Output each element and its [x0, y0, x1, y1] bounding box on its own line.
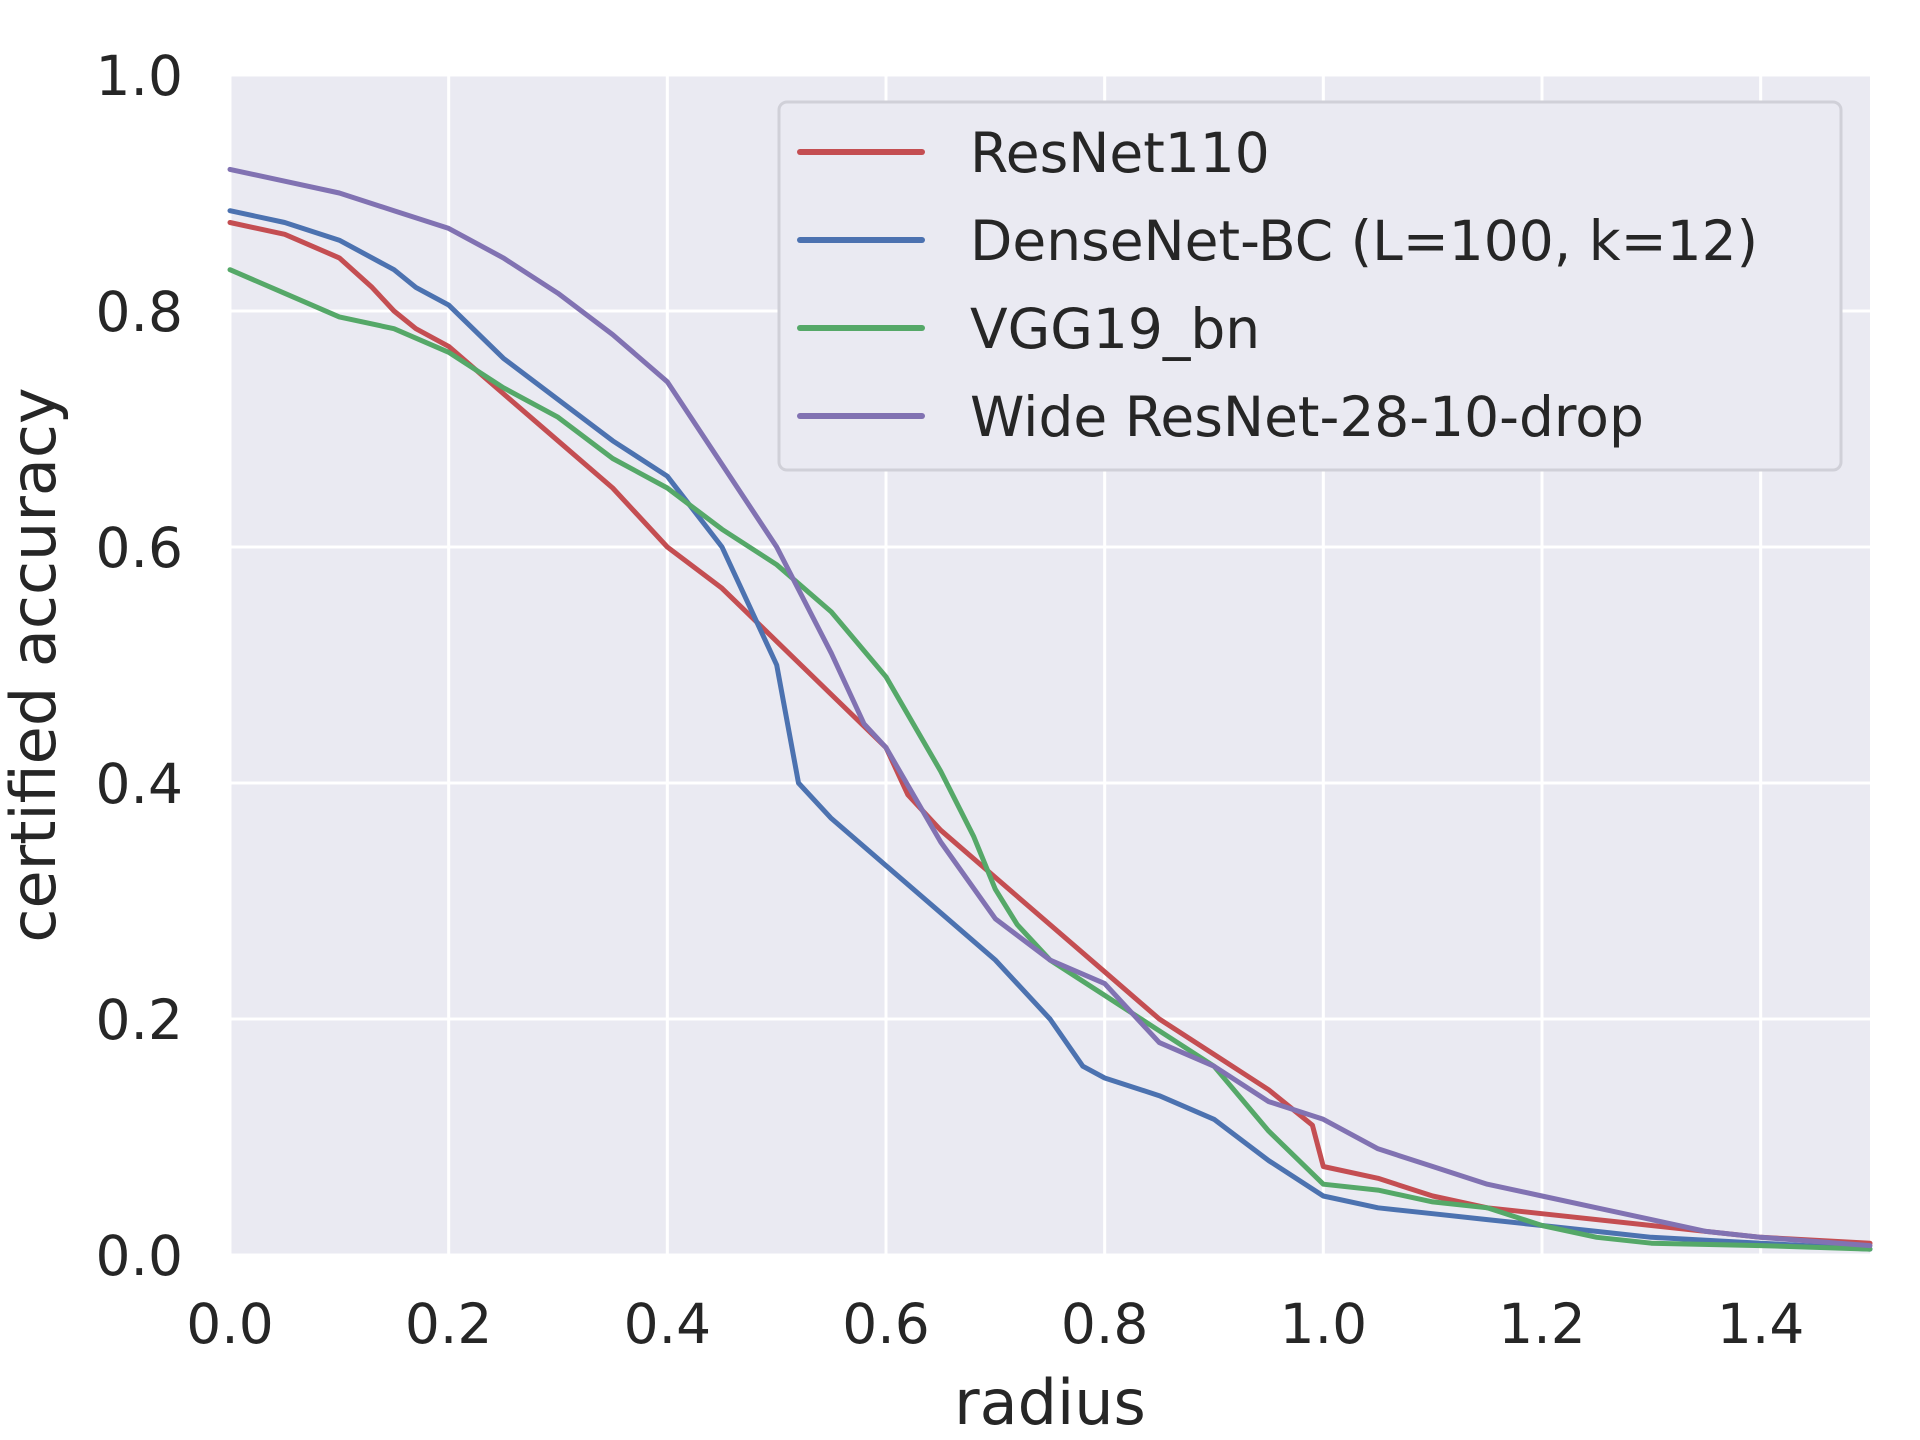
x-tick-label: 0.6	[842, 1292, 929, 1356]
y-tick-label: 0.0	[96, 1224, 183, 1288]
legend: ResNet110 DenseNet-BC (L=100, k=12) VGG19_…	[777, 100, 1843, 472]
x-tick-labels: 0.0 0.2 0.4 0.6 0.8 1.0 1.2 1.4	[186, 1292, 1804, 1356]
y-tick-labels: 0.0 0.2 0.4 0.6 0.8 1.0	[96, 44, 183, 1288]
x-tick-label: 0.0	[186, 1292, 273, 1356]
y-tick-label: 0.2	[96, 988, 183, 1052]
legend-label-2: VGG19_bn	[970, 297, 1260, 361]
x-tick-label: 1.4	[1717, 1292, 1804, 1356]
legend-box	[777, 100, 1843, 472]
x-tick-label: 0.8	[1061, 1292, 1148, 1356]
y-tick-label: 1.0	[96, 44, 183, 108]
y-tick-label: 0.8	[96, 280, 183, 344]
x-tick-label: 0.4	[624, 1292, 711, 1356]
legend-label-1: DenseNet-BC (L=100, k=12)	[970, 209, 1758, 273]
series-lines	[227, 166, 1873, 1252]
x-tick-label: 0.2	[405, 1292, 492, 1356]
series-line-2	[227, 267, 1873, 1252]
x-axis-label: radius	[954, 1366, 1146, 1439]
y-axis-label: certified accuracy	[0, 387, 70, 942]
x-tick-label: 1.0	[1280, 1292, 1367, 1356]
y-tick-label: 0.6	[96, 516, 183, 580]
y-tick-label: 0.4	[96, 752, 183, 816]
legend-label-3: Wide ResNet-28-10-drop	[970, 385, 1644, 449]
x-tick-label: 1.2	[1498, 1292, 1585, 1356]
series-line-1	[227, 208, 1873, 1252]
legend-label-0: ResNet110	[970, 121, 1270, 185]
series-line-3	[227, 166, 1873, 1249]
